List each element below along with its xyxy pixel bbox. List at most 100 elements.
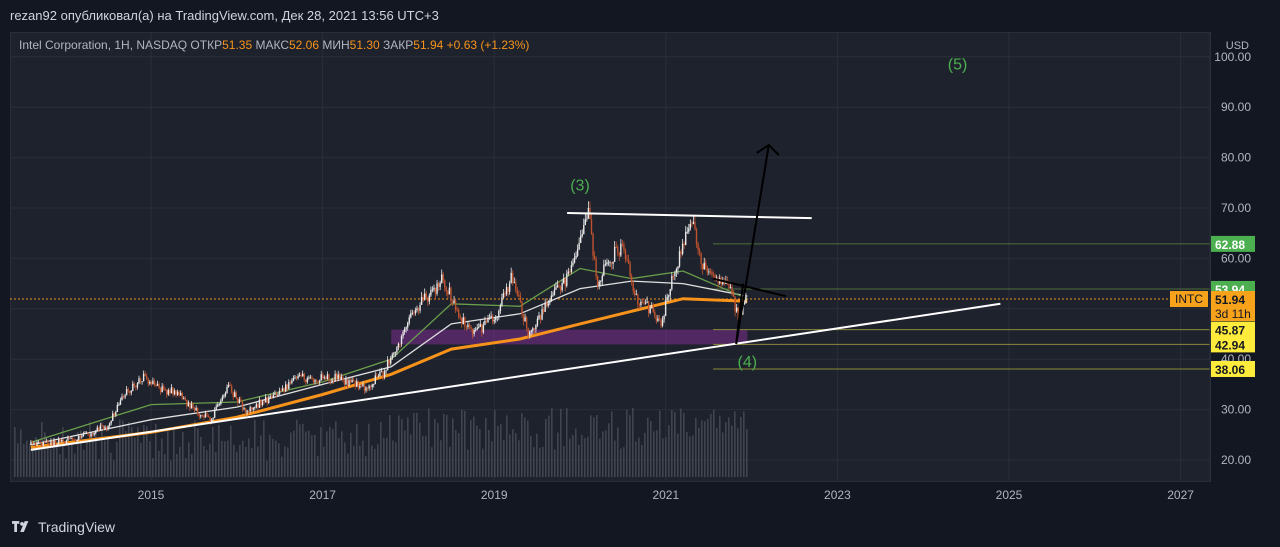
- candle-body: [67, 437, 69, 441]
- volume-bar: [731, 425, 733, 477]
- volume-bar: [539, 447, 541, 477]
- candle-body: [467, 324, 469, 328]
- volume-bar: [62, 427, 64, 477]
- volume-bar: [476, 425, 478, 477]
- volume-bar: [86, 441, 88, 477]
- volume-bar: [620, 448, 622, 477]
- volume-bar: [113, 460, 115, 477]
- tradingview-brand: TradingView: [38, 519, 116, 535]
- volume-bar: [149, 441, 151, 477]
- tradingview-logo[interactable]: TradingView: [12, 519, 115, 535]
- volume-bar: [704, 421, 706, 477]
- candle-body: [567, 271, 570, 274]
- candle-body: [553, 289, 556, 296]
- volume-bar: [467, 449, 469, 477]
- candle-body: [159, 387, 162, 393]
- candle-body: [468, 324, 471, 327]
- candle-body: [569, 271, 571, 273]
- price-tag-bg: [1211, 235, 1255, 252]
- candle-body: [40, 442, 43, 446]
- candle-body: [135, 385, 137, 388]
- volume-bar: [509, 434, 511, 477]
- volume-bar: [239, 444, 241, 477]
- candle-body: [335, 373, 338, 380]
- candle-body: [362, 383, 364, 387]
- candle-body: [745, 297, 747, 304]
- candle-body: [230, 385, 233, 392]
- volume-bar: [572, 435, 574, 477]
- candle-body: [674, 272, 676, 277]
- candle-body: [663, 316, 665, 320]
- candle-body: [626, 258, 628, 260]
- price-chart[interactable]: (3)(4)(5)USD20.0030.0040.0050.0060.0070.…: [0, 0, 1280, 512]
- candle-body: [53, 440, 55, 446]
- candle-body: [598, 281, 600, 286]
- candle-body: [152, 380, 154, 385]
- candle-body: [125, 389, 128, 396]
- candle-body: [538, 315, 540, 319]
- candle-body: [512, 272, 514, 283]
- candle-body: [391, 354, 393, 358]
- volume-bar: [335, 421, 337, 477]
- volume-bar: [272, 438, 274, 477]
- candle-body: [95, 431, 97, 434]
- candle-body: [559, 286, 562, 291]
- candle-body: [701, 263, 704, 270]
- volume-bar: [20, 429, 22, 477]
- volume-bar: [77, 432, 79, 477]
- volume-bar: [701, 420, 703, 477]
- volume-bar: [737, 428, 739, 477]
- candle-body: [244, 408, 247, 413]
- candle-body: [603, 264, 605, 276]
- volume-bar: [656, 430, 658, 477]
- candle-body: [382, 371, 384, 378]
- volume-bar: [677, 433, 679, 477]
- legend-open-value: 51.35: [222, 38, 253, 52]
- volume-bar: [398, 415, 400, 477]
- candle-body: [303, 373, 305, 380]
- volume-bar: [191, 453, 193, 477]
- candle-body: [685, 231, 687, 246]
- candle-body: [85, 433, 88, 434]
- volume-bar: [329, 426, 331, 477]
- candle-body: [473, 329, 475, 335]
- volume-bar: [269, 434, 271, 477]
- candle-body: [90, 433, 92, 437]
- candle-body: [445, 287, 448, 292]
- volume-bar: [110, 452, 112, 477]
- candle-body: [437, 283, 440, 287]
- candle-body: [728, 284, 730, 288]
- candle-body: [278, 390, 281, 395]
- volume-bar: [38, 441, 40, 477]
- candle-body: [664, 299, 667, 317]
- candle-body: [266, 397, 268, 403]
- trendline: [30, 302, 1001, 451]
- volume-bar: [419, 422, 421, 477]
- volume-bar: [146, 426, 148, 477]
- candle-body: [195, 407, 197, 411]
- volume-bar: [674, 412, 676, 477]
- candle-body: [550, 295, 553, 302]
- volume-bar: [710, 413, 712, 477]
- candle-body: [564, 278, 566, 286]
- candle-body: [175, 390, 177, 395]
- volume-bar: [548, 415, 550, 477]
- volume-bar: [230, 425, 232, 477]
- legend-close-value: 51.94: [413, 38, 444, 52]
- candle-body: [48, 443, 51, 445]
- candle-body: [709, 271, 712, 273]
- candle-body: [481, 323, 483, 333]
- candle-body: [99, 425, 102, 431]
- volume-bar: [716, 427, 718, 477]
- volume-bar: [482, 448, 484, 477]
- volume-bar: [743, 411, 745, 477]
- volume-bar: [92, 439, 94, 477]
- volume-bar: [104, 440, 106, 477]
- volume-bar: [59, 454, 61, 477]
- candle-body: [735, 307, 738, 312]
- candle-body: [255, 403, 258, 408]
- candle-body: [558, 285, 560, 287]
- candle-body: [542, 309, 545, 312]
- volume-bar: [116, 441, 118, 477]
- candle-body: [275, 393, 278, 396]
